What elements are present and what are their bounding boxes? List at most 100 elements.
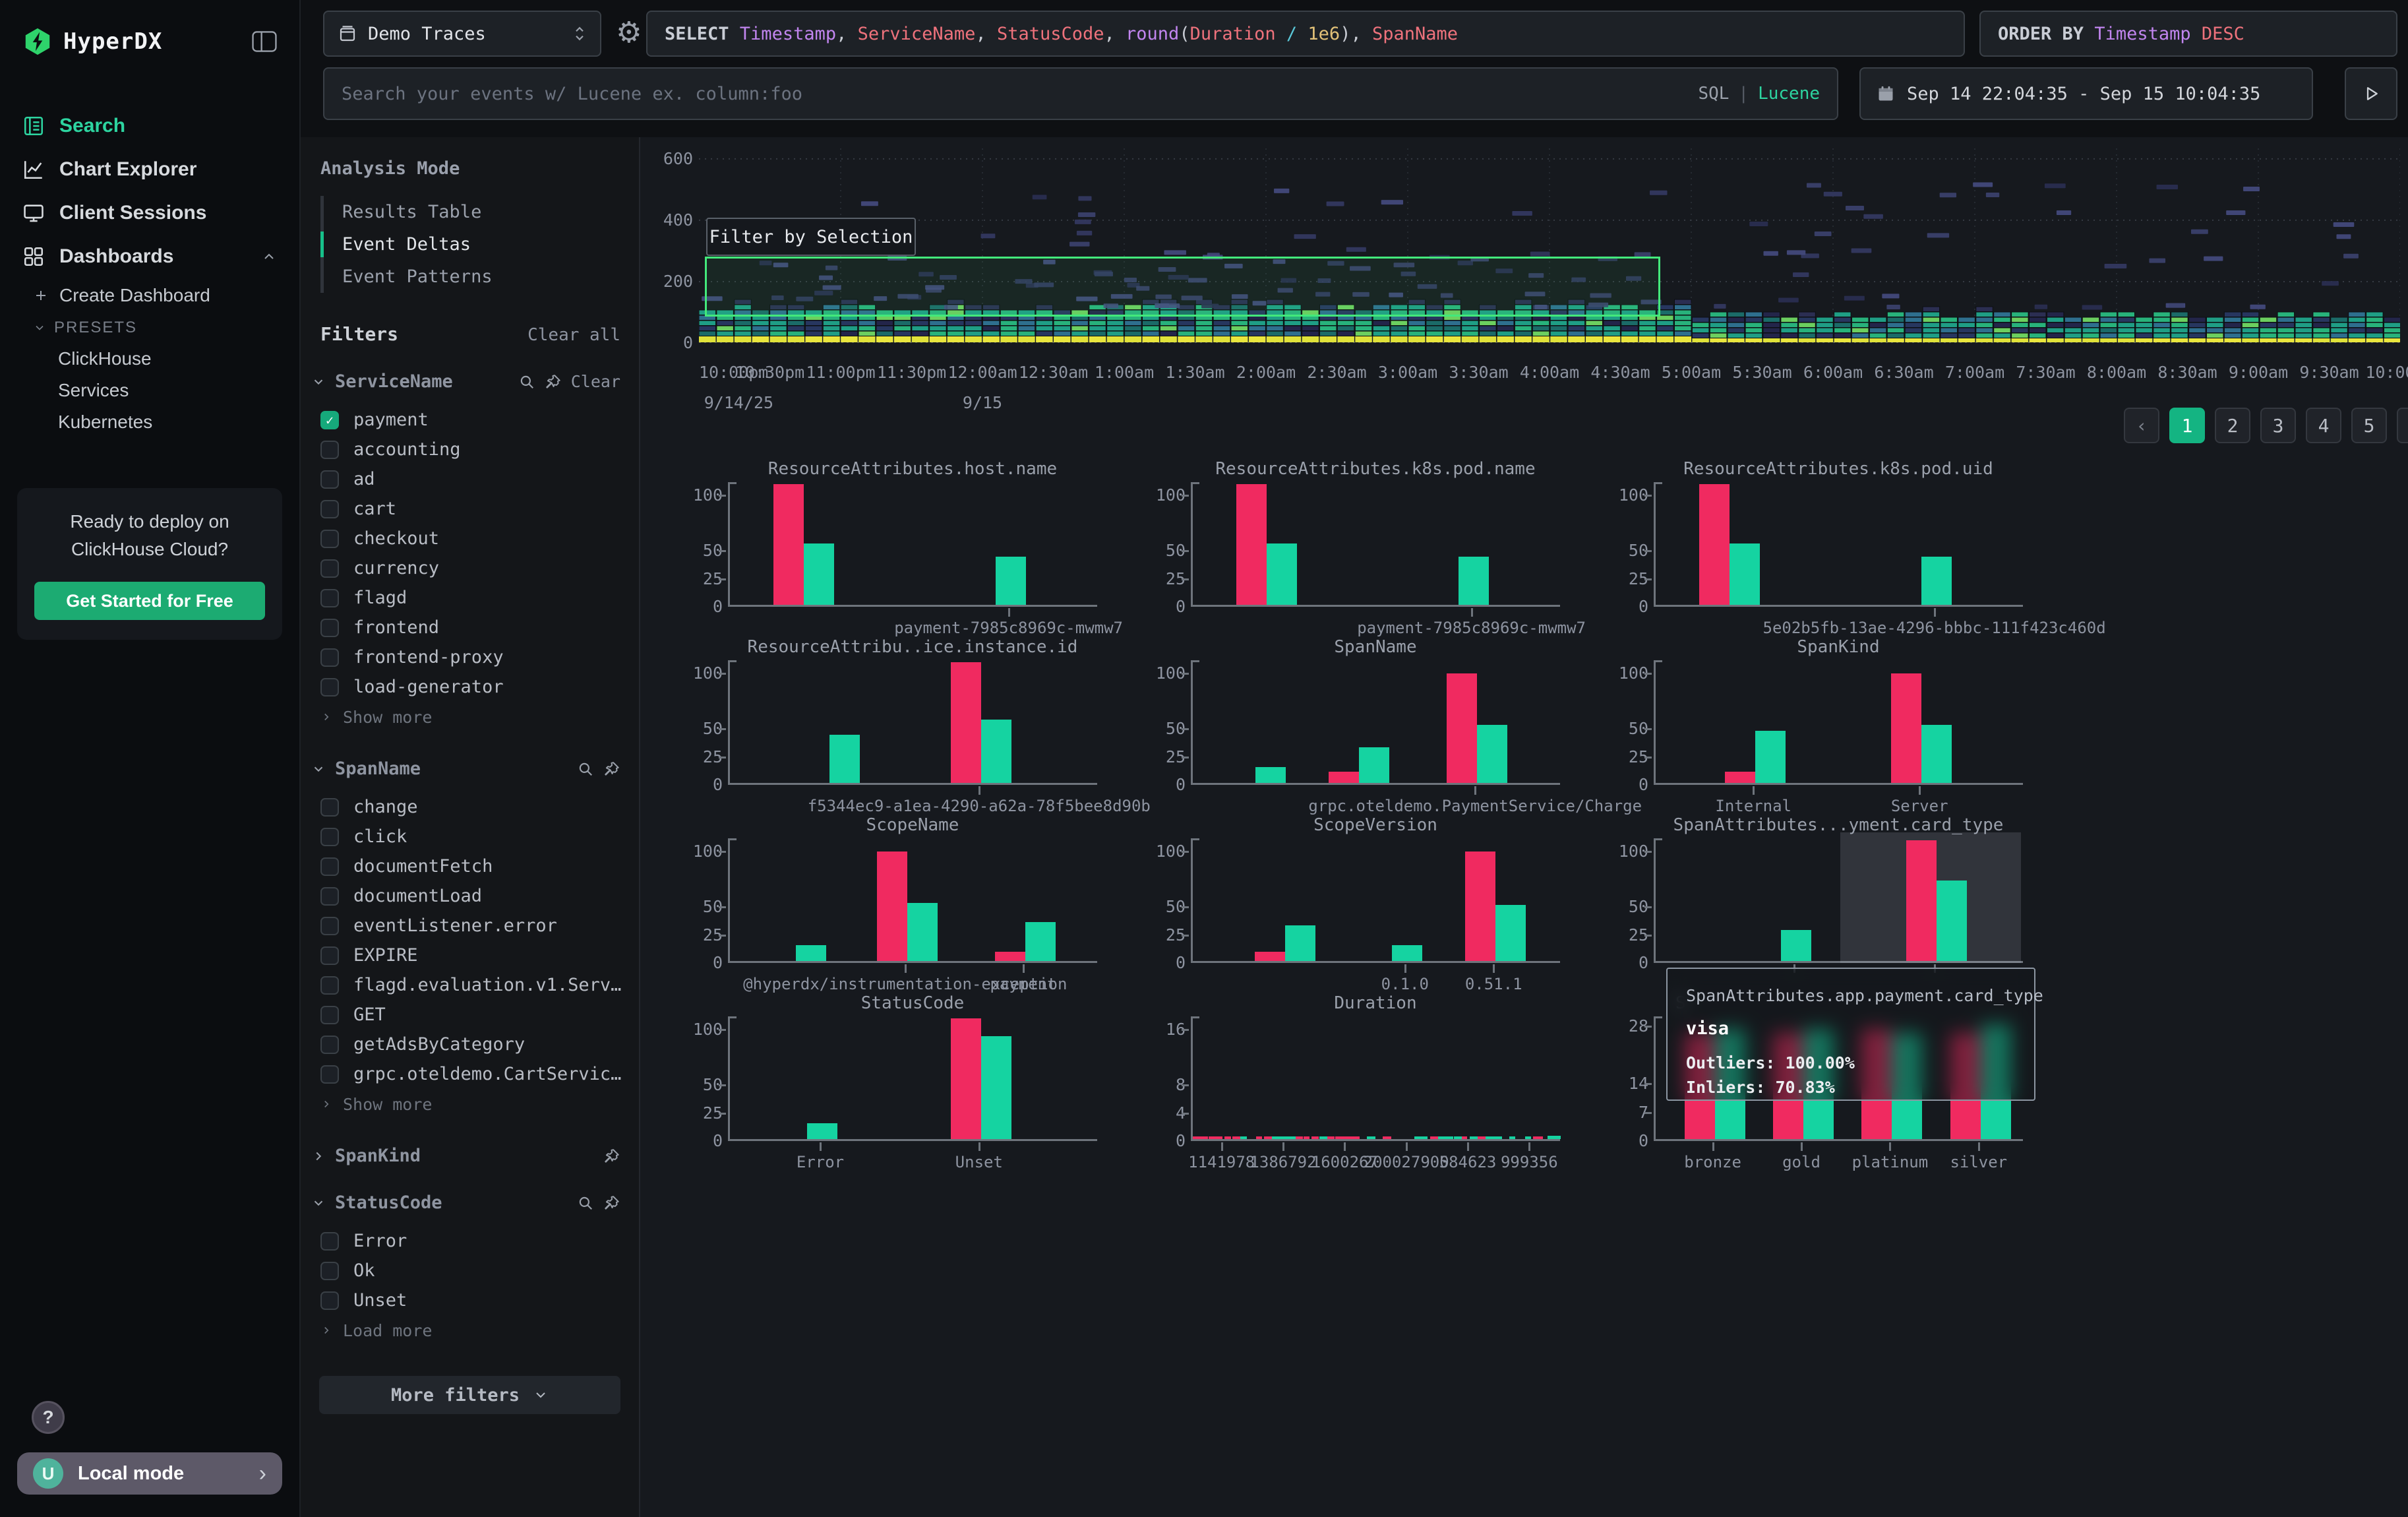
mini-chart-plot[interactable] xyxy=(728,484,1097,607)
filter-option-error[interactable]: Error xyxy=(320,1226,639,1256)
inlier-bar[interactable] xyxy=(1359,747,1389,783)
inlier-bar[interactable] xyxy=(981,1036,1011,1139)
filter-option-getadsbycategory[interactable]: getAdsByCategory xyxy=(320,1030,639,1059)
inlier-bar[interactable] xyxy=(1267,543,1297,605)
inlier-bar[interactable] xyxy=(996,557,1026,605)
filter-group-name[interactable]: SpanName xyxy=(335,758,421,779)
sidebar-item-clickhouse[interactable]: ClickHouse xyxy=(0,343,299,375)
checkbox-unchecked[interactable] xyxy=(320,1232,339,1251)
checkbox-unchecked[interactable] xyxy=(320,559,339,578)
inlier-bar[interactable] xyxy=(1495,905,1526,961)
source-select[interactable]: Demo Traces xyxy=(323,11,601,57)
sidebar-item-create-dashboard[interactable]: Create Dashboard xyxy=(0,278,299,313)
outlier-bar[interactable] xyxy=(877,851,907,961)
filter-option-load-generator[interactable]: load-generator xyxy=(320,672,639,702)
inlier-bar[interactable] xyxy=(907,903,938,961)
lang-toggle-lucene[interactable]: Lucene xyxy=(1758,84,1820,104)
local-mode-button[interactable]: U Local mode › xyxy=(17,1452,282,1495)
chevron-right-icon[interactable] xyxy=(311,1149,326,1163)
checkbox-unchecked[interactable] xyxy=(320,857,339,876)
checkbox-unchecked[interactable] xyxy=(320,1291,339,1310)
inlier-bar[interactable] xyxy=(829,735,860,783)
search-icon[interactable] xyxy=(518,373,535,390)
outlier-bar[interactable] xyxy=(1447,673,1477,783)
analysis-mode-option-event-patterns[interactable]: Event Patterns xyxy=(324,261,639,293)
source-settings-gear-icon[interactable]: ⚙ xyxy=(616,16,642,49)
filter-group-name[interactable]: StatusCode xyxy=(335,1192,442,1213)
mini-chart-plot[interactable] xyxy=(1191,840,1560,963)
filter-option-unset[interactable]: Unset xyxy=(320,1285,639,1315)
help-button[interactable]: ? xyxy=(32,1401,65,1434)
page-button-2[interactable]: 2 xyxy=(2215,408,2250,443)
checkbox-unchecked[interactable] xyxy=(320,500,339,518)
inlier-bar[interactable] xyxy=(1755,731,1786,783)
checkbox-unchecked[interactable] xyxy=(320,1262,339,1280)
filter-option-eventlistener-error[interactable]: eventListener.error xyxy=(320,911,639,941)
sidebar-item-dashboards[interactable]: Dashboards xyxy=(0,235,299,278)
inlier-bar[interactable] xyxy=(1025,922,1056,961)
mini-chart-plot[interactable] xyxy=(1191,484,1560,607)
checkbox-unchecked[interactable] xyxy=(320,887,339,906)
filter-option-frontend[interactable]: frontend xyxy=(320,613,639,642)
inlier-bar[interactable] xyxy=(1937,881,1967,961)
analysis-mode-option-event-deltas[interactable]: Event Deltas xyxy=(324,228,639,261)
pin-icon[interactable] xyxy=(603,1194,620,1212)
checkbox-unchecked[interactable] xyxy=(320,917,339,935)
chevron-down-icon[interactable] xyxy=(311,762,326,776)
filter-option-currency[interactable]: currency xyxy=(320,553,639,583)
checkbox-unchecked[interactable] xyxy=(320,441,339,459)
filter-option-get[interactable]: GET xyxy=(320,1000,639,1030)
analysis-mode-option-results-table[interactable]: Results Table xyxy=(324,196,639,228)
lang-toggle-sql[interactable]: SQL xyxy=(1698,84,1729,104)
filter-option-frontend-proxy[interactable]: frontend-proxy xyxy=(320,642,639,672)
collapse-sidebar-icon[interactable] xyxy=(252,31,277,52)
mini-chart-plot[interactable] xyxy=(1191,1018,1560,1141)
checkbox-unchecked[interactable] xyxy=(320,470,339,489)
outlier-bar[interactable] xyxy=(1465,851,1495,961)
inlier-bar[interactable] xyxy=(1459,557,1489,605)
inlier-bar[interactable] xyxy=(1781,930,1811,961)
inlier-bar[interactable] xyxy=(804,543,834,605)
mini-chart-plot[interactable] xyxy=(1654,840,2023,963)
date-range-picker[interactable]: Sep 14 22:04:35 - Sep 15 10:04:35 xyxy=(1859,67,2313,120)
more-filters-button[interactable]: More filters xyxy=(319,1376,620,1414)
search-icon[interactable] xyxy=(577,1194,594,1212)
mini-chart-plot[interactable] xyxy=(1654,662,2023,785)
filter-option-ok[interactable]: Ok xyxy=(320,1256,639,1285)
sidebar-item-chart-explorer[interactable]: Chart Explorer xyxy=(0,148,299,191)
sidebar-item-search[interactable]: Search xyxy=(0,104,299,148)
clear-all-filters[interactable]: Clear all xyxy=(527,325,620,345)
outlier-bar[interactable] xyxy=(951,662,981,783)
mini-chart-plot[interactable] xyxy=(1191,662,1560,785)
mini-chart-plot[interactable] xyxy=(728,662,1097,785)
page-button-5[interactable]: 5 xyxy=(2351,408,2387,443)
inlier-bar[interactable] xyxy=(807,1123,837,1139)
filter-by-selection-button[interactable]: Filter by Selection xyxy=(706,218,916,256)
chevron-down-icon[interactable] xyxy=(311,375,326,389)
filter-option-ad[interactable]: ad xyxy=(320,464,639,494)
checkbox-unchecked[interactable] xyxy=(320,678,339,697)
sidebar-item-kubernetes[interactable]: Kubernetes xyxy=(0,406,299,438)
inlier-bar[interactable] xyxy=(796,945,826,961)
page-button-4[interactable]: 4 xyxy=(2306,408,2341,443)
page-button-3[interactable]: 3 xyxy=(2260,408,2296,443)
filter-group-load-more-button[interactable]: Load more xyxy=(320,1315,639,1346)
inlier-bar[interactable] xyxy=(1477,725,1507,783)
outlier-bar[interactable] xyxy=(1699,484,1730,605)
outlier-bar[interactable] xyxy=(1329,772,1359,783)
inlier-bar[interactable] xyxy=(1921,725,1952,783)
filter-option-change[interactable]: change xyxy=(320,792,639,822)
inlier-bar[interactable] xyxy=(981,720,1011,783)
outlier-bar[interactable] xyxy=(1236,484,1267,605)
checkbox-unchecked[interactable] xyxy=(320,976,339,995)
checkbox-unchecked[interactable] xyxy=(320,648,339,667)
outlier-bar[interactable] xyxy=(1906,840,1937,961)
filter-option-flagd-evaluation-v1-serv-[interactable]: flagd.evaluation.v1.Serv… xyxy=(320,970,639,1000)
filter-group-show-more-button[interactable]: Show more xyxy=(320,1089,639,1119)
filter-group-show-more-button[interactable]: Show more xyxy=(320,702,639,732)
order-by-input[interactable]: ORDER BY Timestamp DESC xyxy=(1979,11,2397,57)
mini-chart-plot[interactable] xyxy=(728,840,1097,963)
checkbox-unchecked[interactable] xyxy=(320,946,339,965)
outlier-bar[interactable] xyxy=(1255,952,1285,961)
search-icon[interactable] xyxy=(577,760,594,778)
